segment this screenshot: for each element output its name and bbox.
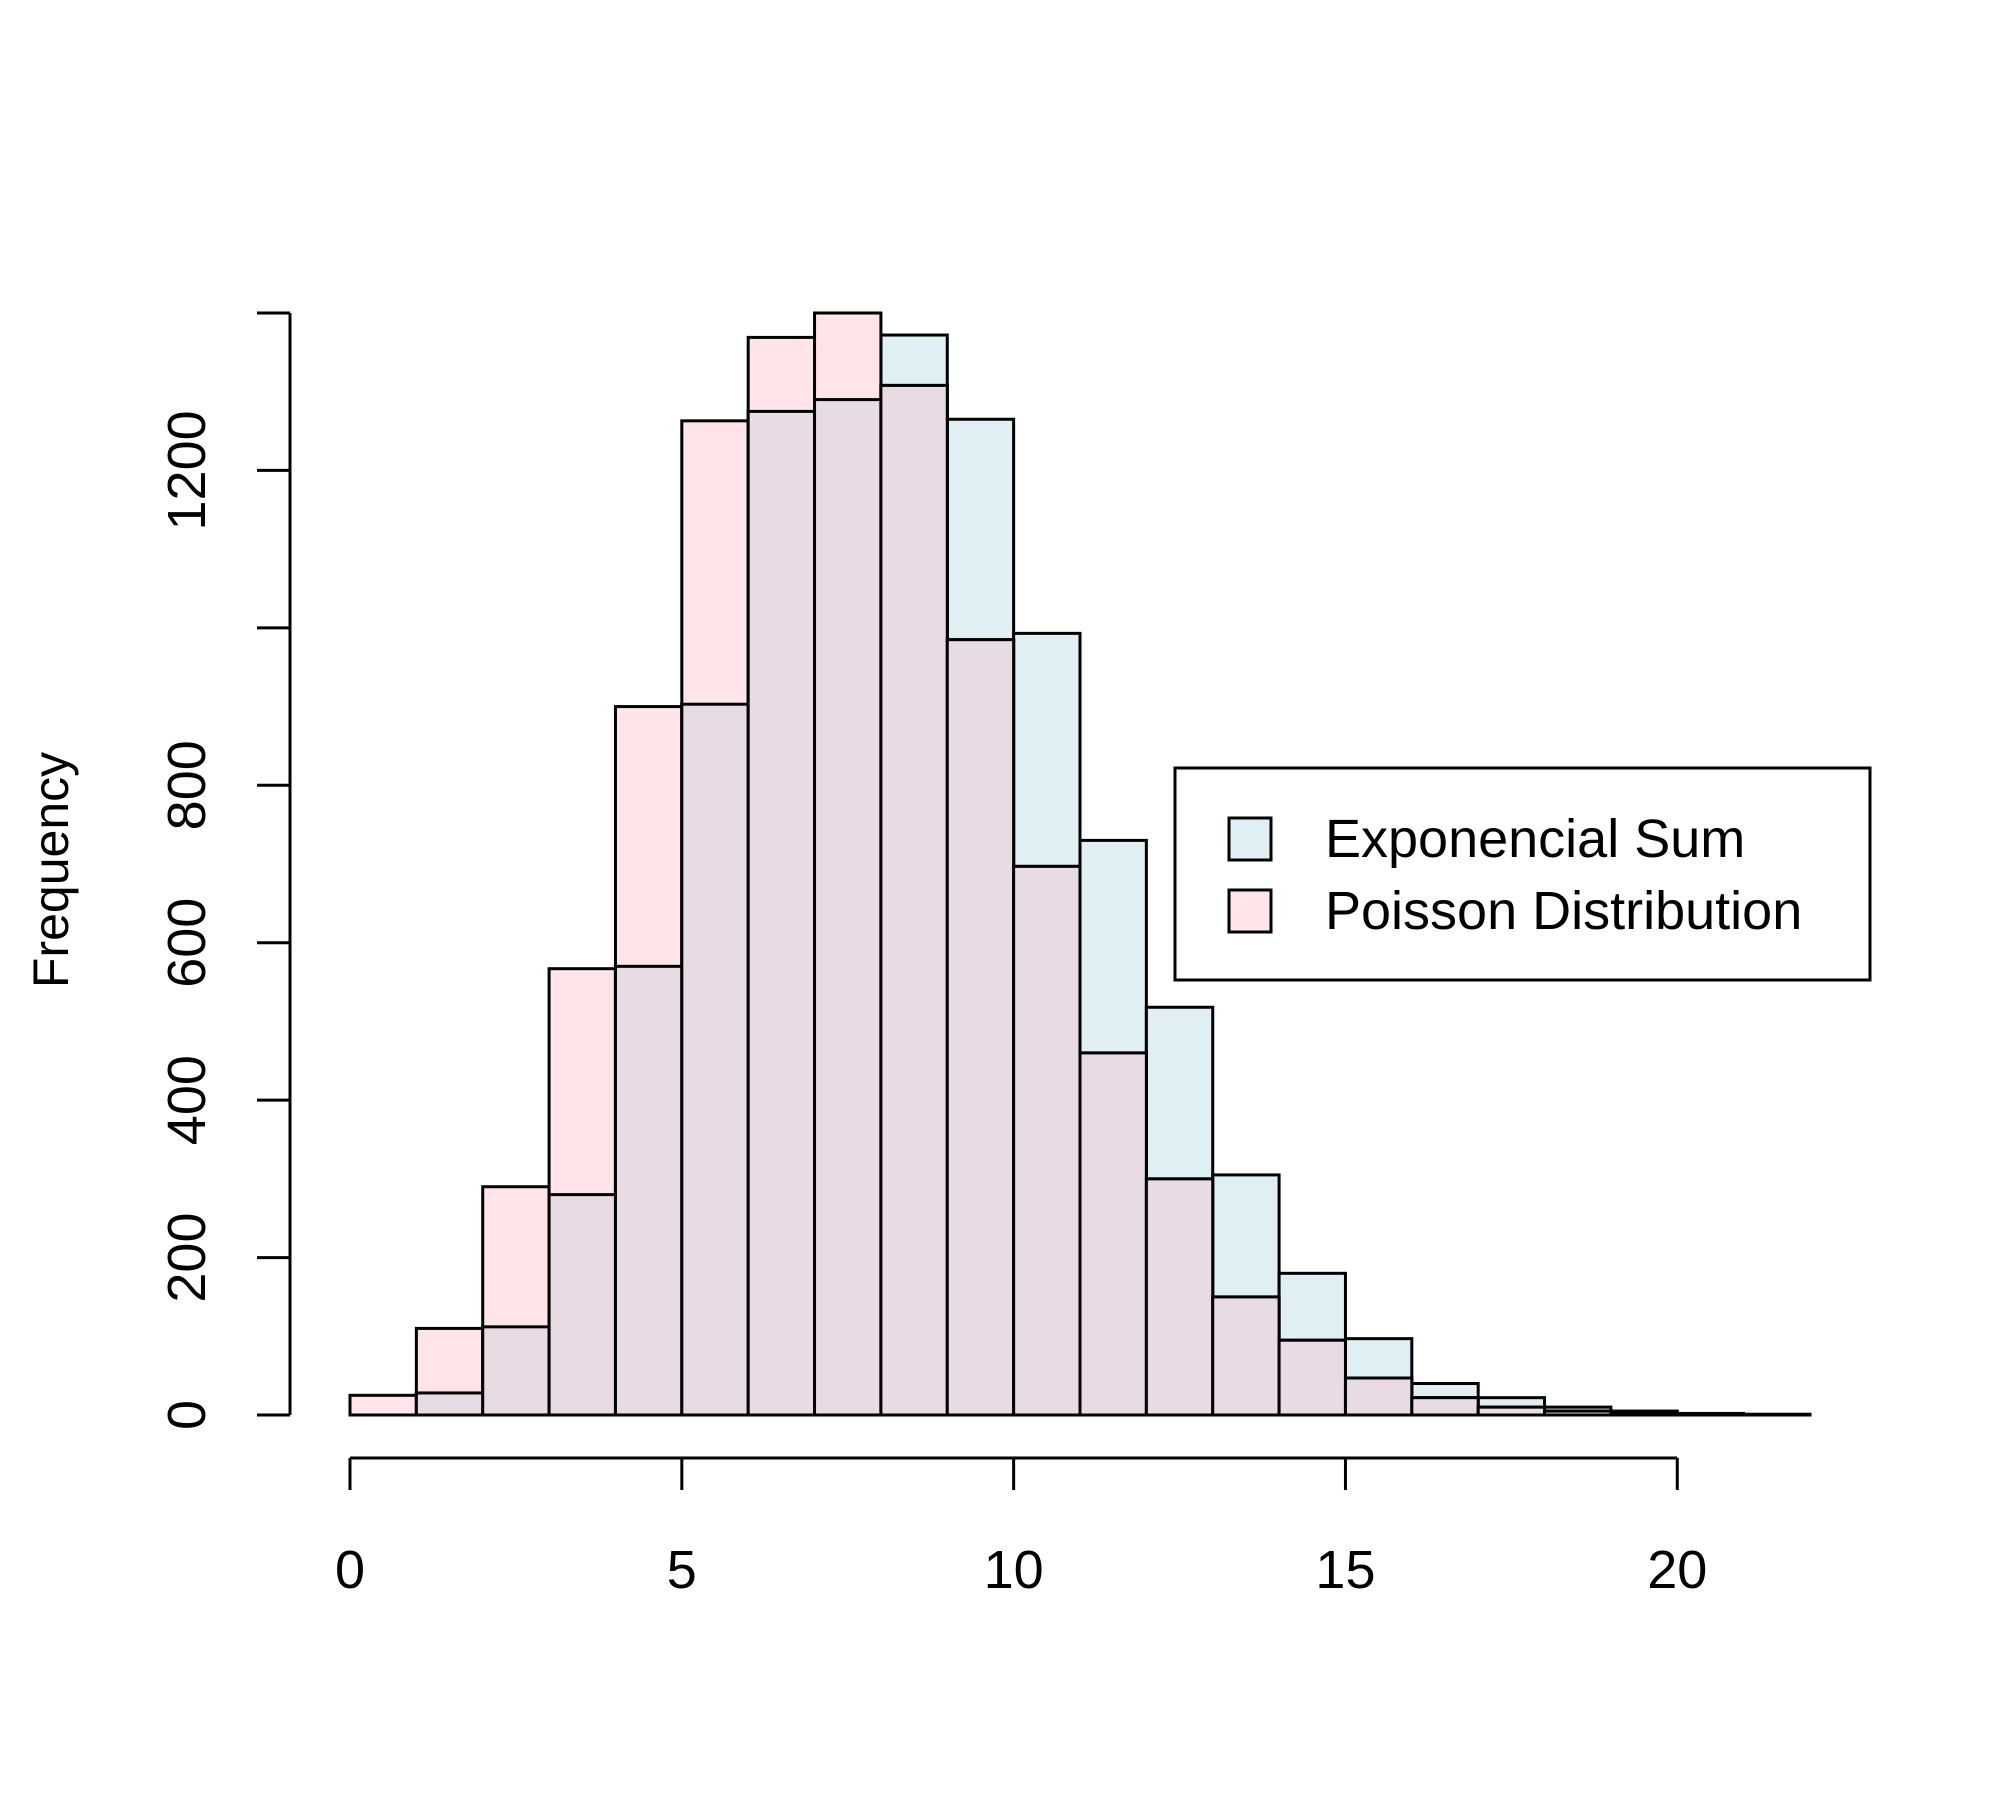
overlap-bar-13	[1211, 1295, 1281, 1417]
overlap-bar-4	[613, 964, 684, 1417]
x-axis: 0 5 10 15 20	[335, 1456, 1707, 1600]
overlap-bar-6	[746, 409, 817, 1417]
legend-swatch-1	[1227, 888, 1273, 934]
x-tick-label-20: 20	[1647, 1540, 1707, 1600]
poisson-bar-0	[348, 1393, 418, 1417]
x-tick-label-5: 5	[667, 1540, 697, 1600]
overlap-bar-16	[1410, 1396, 1480, 1417]
overlap-bar-2	[481, 1325, 551, 1417]
y-axis: 0 200 400 600 800 1200	[157, 311, 292, 1430]
x-tick-label-0: 0	[335, 1540, 365, 1600]
overlap-bar-7	[813, 398, 883, 1417]
y-tick-label-1200: 1200	[157, 410, 217, 530]
overlap-bar-14	[1277, 1338, 1347, 1417]
x-tick-label-10: 10	[984, 1540, 1044, 1600]
overlap-bar-1	[414, 1391, 485, 1417]
y-tick-label-400: 400	[157, 1055, 217, 1145]
legend-label-0: Exponencial Sum	[1325, 809, 1745, 869]
overlap-bar-19	[1609, 1411, 1679, 1417]
y-tick-label-200: 200	[157, 1213, 217, 1303]
overlap-bar-9	[945, 638, 1016, 1417]
y-axis-title: Frequency	[23, 752, 79, 988]
overlap-bar-3	[547, 1193, 617, 1417]
overlap-bar-10	[1012, 864, 1082, 1417]
legend-swatch-0	[1227, 816, 1273, 862]
overlap-bar-17	[1476, 1405, 1547, 1417]
overlap-bar-20	[1675, 1412, 1746, 1417]
overlap-bar-11	[1078, 1051, 1148, 1417]
exp-bar-21	[1742, 1412, 1812, 1417]
legend-box	[1173, 766, 1872, 982]
y-tick-label-800: 800	[157, 740, 217, 830]
overlap-bar-12	[1144, 1177, 1215, 1417]
bars-layer	[348, 311, 1812, 1417]
overlap-bar-15	[1343, 1376, 1414, 1417]
y-tick-label-600: 600	[157, 898, 217, 988]
legend: Exponencial Sum Poisson Distribution	[1173, 766, 1872, 982]
x-tick-label-15: 15	[1315, 1540, 1375, 1600]
overlap-bar-18	[1543, 1409, 1613, 1417]
legend-label-1: Poisson Distribution	[1325, 881, 1802, 941]
overlap-bar-8	[879, 383, 949, 1417]
overlap-bar-5	[680, 702, 750, 1417]
y-tick-label-0: 0	[157, 1400, 217, 1430]
